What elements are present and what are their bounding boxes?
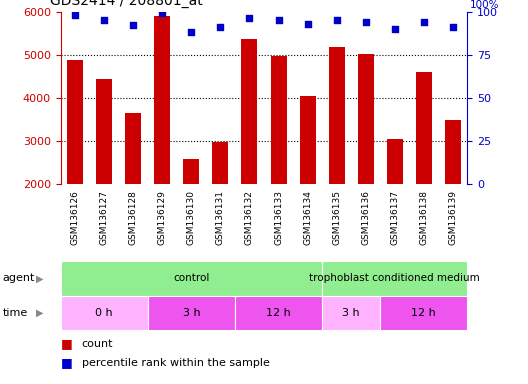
Bar: [270, 56, 287, 184]
Text: GSM136130: GSM136130: [187, 190, 196, 245]
Text: agent: agent: [3, 273, 35, 283]
Text: GSM136137: GSM136137: [390, 190, 399, 245]
Text: 3 h: 3 h: [342, 308, 360, 318]
Bar: [357, 54, 374, 184]
Text: 100%: 100%: [470, 0, 499, 10]
Bar: [212, 142, 229, 184]
Bar: [125, 114, 142, 184]
Text: 12 h: 12 h: [266, 308, 291, 318]
Bar: [241, 39, 258, 184]
Text: GSM136136: GSM136136: [361, 190, 370, 245]
Text: count: count: [82, 339, 114, 349]
Bar: [235, 296, 322, 330]
Text: GDS2414 / 208801_at: GDS2414 / 208801_at: [50, 0, 203, 8]
Point: [449, 24, 457, 30]
Point: [100, 17, 109, 23]
Bar: [299, 96, 316, 184]
Point: [275, 17, 283, 23]
Text: trophoblast conditioned medium: trophoblast conditioned medium: [309, 273, 480, 283]
Bar: [328, 47, 345, 184]
Bar: [183, 159, 200, 184]
Text: control: control: [173, 273, 210, 283]
Text: GSM136126: GSM136126: [71, 190, 80, 245]
Bar: [380, 296, 467, 330]
Text: ▶: ▶: [36, 308, 43, 318]
Text: GSM136133: GSM136133: [274, 190, 283, 245]
Bar: [96, 79, 112, 184]
Bar: [154, 16, 171, 184]
Text: GSM136128: GSM136128: [129, 190, 138, 245]
Point: [391, 26, 399, 32]
Bar: [416, 72, 432, 184]
Text: 12 h: 12 h: [411, 308, 436, 318]
Bar: [445, 119, 461, 184]
Point: [216, 24, 225, 30]
Text: ■: ■: [61, 356, 72, 369]
Text: 3 h: 3 h: [183, 308, 200, 318]
Point: [71, 12, 80, 18]
Point: [129, 22, 138, 28]
Text: GSM136138: GSM136138: [419, 190, 428, 245]
Point: [303, 20, 312, 27]
Text: 0 h: 0 h: [96, 308, 113, 318]
Bar: [322, 261, 467, 296]
Point: [420, 19, 428, 25]
Text: GSM136131: GSM136131: [216, 190, 225, 245]
Text: ▶: ▶: [36, 273, 43, 283]
Text: GSM136135: GSM136135: [332, 190, 341, 245]
Point: [187, 29, 196, 35]
Text: GSM136139: GSM136139: [448, 190, 457, 245]
Text: GSM136134: GSM136134: [303, 190, 312, 245]
Bar: [148, 296, 235, 330]
Text: time: time: [3, 308, 28, 318]
Text: GSM136132: GSM136132: [245, 190, 254, 245]
Bar: [322, 296, 380, 330]
Bar: [61, 261, 322, 296]
Text: percentile rank within the sample: percentile rank within the sample: [82, 358, 270, 368]
Point: [158, 10, 167, 16]
Bar: [61, 296, 148, 330]
Text: GSM136129: GSM136129: [158, 190, 167, 245]
Point: [333, 17, 341, 23]
Point: [361, 19, 370, 25]
Point: [245, 15, 254, 22]
Text: ■: ■: [61, 337, 72, 350]
Bar: [386, 139, 403, 184]
Bar: [67, 60, 83, 184]
Text: GSM136127: GSM136127: [100, 190, 109, 245]
